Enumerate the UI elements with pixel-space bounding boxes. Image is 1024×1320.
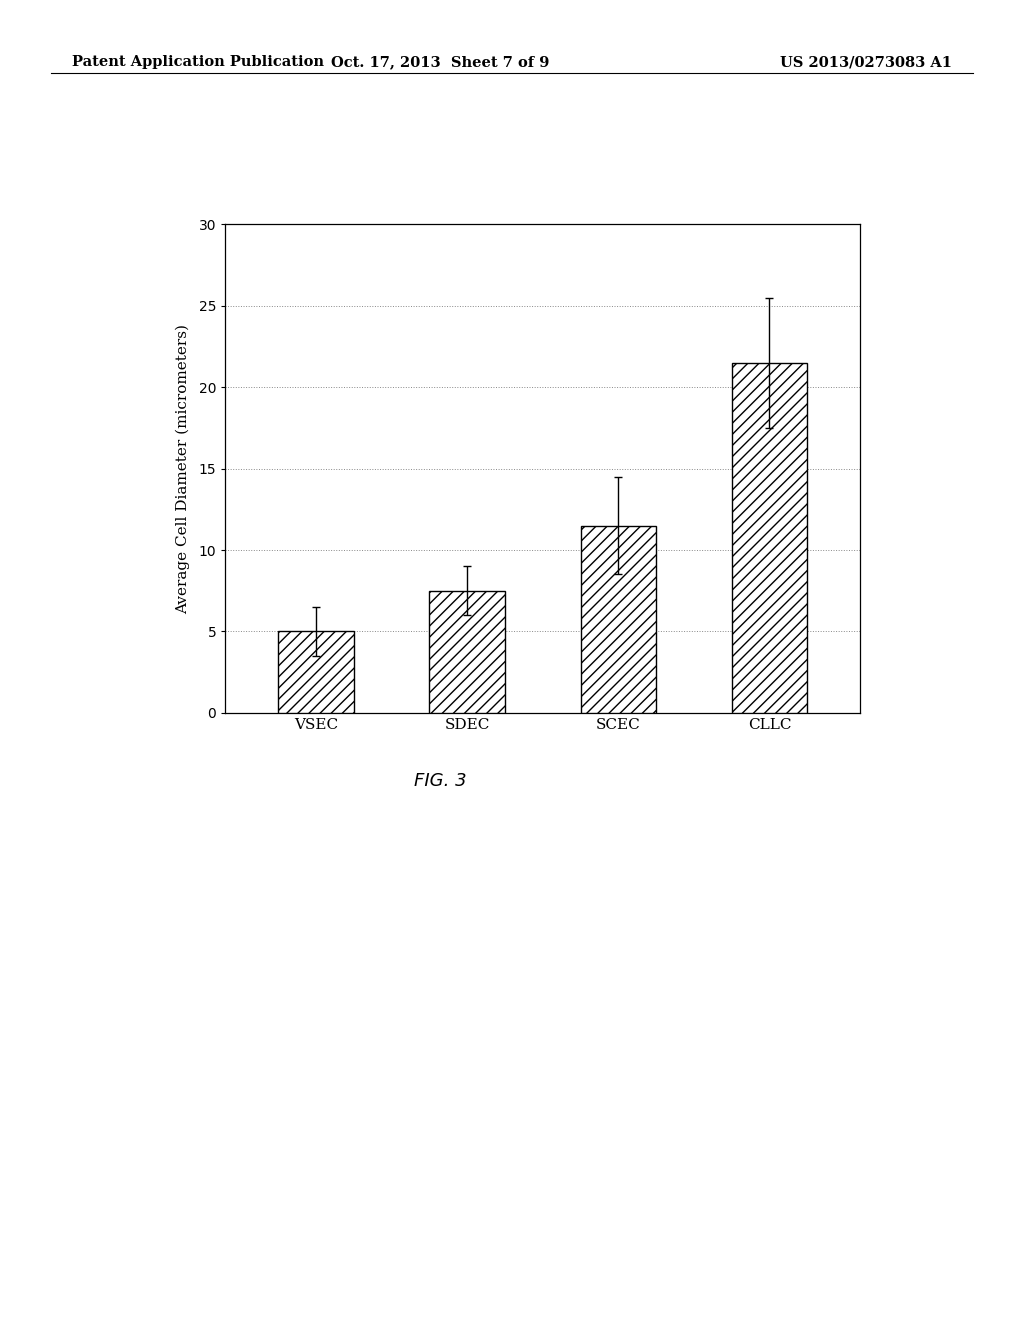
Bar	[732, 363, 807, 713]
Text: FIG. 3: FIG. 3	[414, 772, 467, 791]
Bar	[279, 631, 353, 713]
Y-axis label: Average Cell Diameter (micrometers): Average Cell Diameter (micrometers)	[176, 323, 190, 614]
Bar	[581, 525, 656, 713]
Text: Patent Application Publication: Patent Application Publication	[72, 55, 324, 70]
Text: Oct. 17, 2013  Sheet 7 of 9: Oct. 17, 2013 Sheet 7 of 9	[331, 55, 550, 70]
Bar	[429, 590, 505, 713]
Text: US 2013/0273083 A1: US 2013/0273083 A1	[780, 55, 952, 70]
